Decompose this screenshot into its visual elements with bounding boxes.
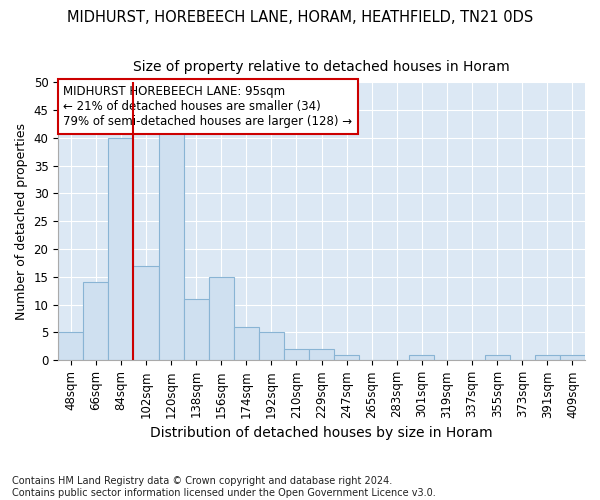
Bar	[83, 282, 109, 360]
Bar	[284, 349, 309, 360]
Bar	[158, 132, 184, 360]
Text: MIDHURST HOREBEECH LANE: 95sqm
← 21% of detached houses are smaller (34)
79% of : MIDHURST HOREBEECH LANE: 95sqm ← 21% of …	[64, 85, 353, 128]
Title: Size of property relative to detached houses in Horam: Size of property relative to detached ho…	[133, 60, 510, 74]
Bar	[58, 332, 83, 360]
Bar	[334, 355, 359, 360]
Bar	[485, 355, 510, 360]
Bar	[184, 299, 209, 360]
Y-axis label: Number of detached properties: Number of detached properties	[15, 122, 28, 320]
Text: Contains HM Land Registry data © Crown copyright and database right 2024.
Contai: Contains HM Land Registry data © Crown c…	[12, 476, 436, 498]
Bar	[133, 266, 158, 360]
Text: MIDHURST, HOREBEECH LANE, HORAM, HEATHFIELD, TN21 0DS: MIDHURST, HOREBEECH LANE, HORAM, HEATHFI…	[67, 10, 533, 25]
Bar	[309, 349, 334, 360]
Bar	[560, 355, 585, 360]
Bar	[535, 355, 560, 360]
Bar	[234, 327, 259, 360]
Bar	[259, 332, 284, 360]
Bar	[409, 355, 434, 360]
Bar	[109, 138, 133, 360]
X-axis label: Distribution of detached houses by size in Horam: Distribution of detached houses by size …	[150, 426, 493, 440]
Bar	[209, 277, 234, 360]
